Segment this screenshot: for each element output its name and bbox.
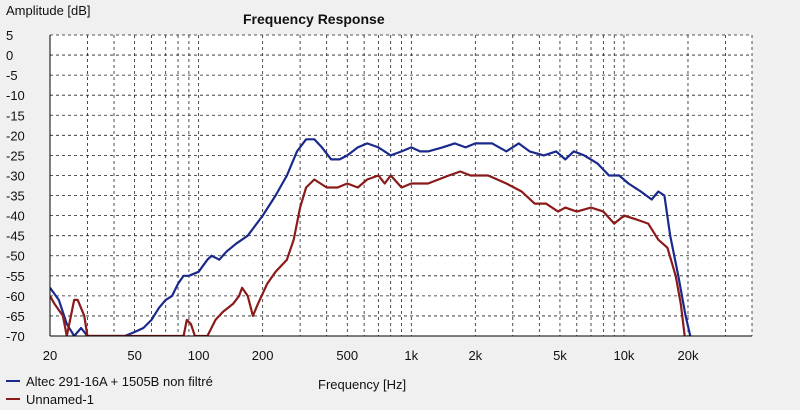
x-tick-label: 10k bbox=[613, 348, 634, 363]
y-tick-label: -5 bbox=[6, 68, 18, 83]
legend-label-series-1: Altec 291-16A + 1505B non filtré bbox=[26, 373, 213, 389]
x-tick-label: 500 bbox=[336, 348, 358, 363]
y-tick-label: -15 bbox=[6, 108, 25, 123]
legend-label-series-2: Unnamed-1 bbox=[26, 391, 94, 407]
y-tick-label: -50 bbox=[6, 249, 25, 264]
axes bbox=[49, 35, 752, 337]
y-tick-label: -20 bbox=[6, 128, 25, 143]
x-tick-label: 20k bbox=[677, 348, 698, 363]
y-tick-label: -60 bbox=[6, 289, 25, 304]
y-tick-label: -25 bbox=[6, 148, 25, 163]
legend: Altec 291-16A + 1505B non filtré Unnamed… bbox=[6, 372, 213, 408]
x-tick-label: 1k bbox=[404, 348, 418, 363]
y-tick-label: -10 bbox=[6, 88, 25, 103]
y-tick-label: 5 bbox=[6, 28, 13, 43]
y-tick-label: -40 bbox=[6, 209, 25, 224]
x-tick-label: 100 bbox=[188, 348, 210, 363]
grid-lines bbox=[49, 34, 753, 337]
chart-title: Frequency Response bbox=[243, 11, 385, 27]
series-line-2 bbox=[50, 170, 686, 336]
y-tick-label: 0 bbox=[6, 48, 13, 63]
legend-item-series-1: Altec 291-16A + 1505B non filtré bbox=[6, 372, 213, 390]
legend-swatch-red bbox=[6, 398, 20, 400]
legend-swatch-blue bbox=[6, 380, 20, 382]
x-axis-title: Frequency [Hz] bbox=[318, 377, 406, 392]
y-axis-title: Amplitude [dB] bbox=[6, 3, 91, 18]
y-tick-label: -35 bbox=[6, 189, 25, 204]
y-tick-label: -30 bbox=[6, 168, 25, 183]
x-tick-label: 20 bbox=[43, 348, 57, 363]
y-tick-label: -45 bbox=[6, 229, 25, 244]
y-tick-label: -70 bbox=[6, 329, 25, 344]
x-tick-label: 2k bbox=[468, 348, 482, 363]
y-tick-labels: 5 0 -5 -10 -15 -20 -25 -30 -35 -40 -45 -50 -55 -60 -65… bbox=[6, 28, 25, 344]
x-tick-label: 5k bbox=[553, 348, 567, 363]
series-layer bbox=[50, 138, 692, 336]
x-tick-label: 200 bbox=[252, 348, 274, 363]
y-tick-label: -55 bbox=[6, 269, 25, 284]
y-tick-label: -65 bbox=[6, 309, 25, 324]
x-tick-labels: 20 50 100 200 500 1k 2k 5k 10k 20k bbox=[43, 348, 699, 363]
x-tick-label: 50 bbox=[127, 348, 141, 363]
series-line-1 bbox=[50, 138, 692, 336]
legend-item-series-2: Unnamed-1 bbox=[6, 390, 213, 408]
